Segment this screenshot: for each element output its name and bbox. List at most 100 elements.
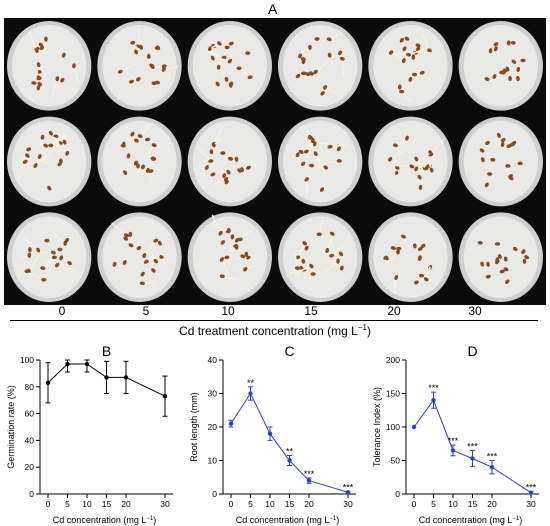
data-point (431, 398, 436, 403)
sprout (419, 151, 432, 163)
seed (65, 150, 70, 156)
y-tick-label: 10 (208, 456, 218, 466)
seed (522, 258, 527, 264)
seed (62, 139, 67, 145)
seed (301, 258, 306, 264)
sprout (425, 266, 431, 281)
sprout (328, 32, 343, 41)
concentration-label: 5 (142, 304, 150, 318)
sprout (211, 214, 222, 234)
sprout (137, 28, 142, 49)
sprout (28, 31, 38, 52)
sprout (341, 57, 345, 78)
significance-marker: *** (448, 436, 459, 446)
seed (48, 130, 54, 136)
seed (336, 146, 341, 152)
seed (394, 165, 400, 170)
x-tick-label: 15 (468, 499, 478, 509)
seed (72, 63, 76, 69)
concentration-label: 30 (468, 304, 482, 318)
seed (486, 261, 490, 267)
seed (234, 156, 239, 162)
sprout (51, 77, 59, 98)
petri-dish (7, 212, 92, 302)
seed (497, 132, 501, 138)
seed (57, 161, 62, 167)
seed (323, 84, 328, 90)
seed (411, 72, 418, 77)
seed (24, 269, 30, 274)
sprout (23, 237, 39, 251)
seed (493, 46, 498, 52)
filter-paper (12, 25, 87, 107)
significance-marker: ** (286, 446, 294, 456)
seed (63, 240, 68, 246)
panel-letter-d: D (467, 343, 477, 359)
seed (311, 137, 315, 144)
seed (505, 279, 510, 284)
y-axis-label: Tolerance Index (%) (372, 387, 382, 467)
seed (130, 131, 135, 137)
seed (303, 149, 309, 154)
seed (153, 238, 159, 243)
seed (484, 182, 489, 188)
seed (308, 163, 315, 168)
seed (502, 68, 508, 73)
sprout (146, 144, 155, 157)
seed (319, 187, 325, 192)
seed (153, 258, 159, 264)
seed (310, 272, 316, 276)
seed (520, 58, 526, 63)
data-point (306, 478, 312, 483)
seed (337, 50, 343, 56)
seed (33, 163, 38, 168)
y-tick-label: 20 (25, 462, 35, 472)
seed (405, 135, 409, 141)
seed (218, 230, 223, 236)
petri-dish (458, 116, 543, 207)
seed (210, 172, 216, 177)
seed (227, 58, 233, 64)
seed (40, 266, 46, 271)
seed (336, 159, 342, 163)
y-tick-label: 40 (25, 435, 35, 445)
y-tick-label: 50 (391, 456, 401, 466)
seed (207, 46, 213, 52)
seed (236, 66, 242, 71)
seed (128, 243, 134, 248)
seed (300, 161, 306, 167)
seed (145, 137, 151, 142)
seed (143, 259, 149, 264)
seed (39, 45, 45, 51)
seed (390, 246, 396, 250)
seed (208, 159, 214, 163)
seed (245, 51, 251, 55)
filter-paper (192, 216, 267, 298)
sprout (139, 123, 152, 137)
data-point (470, 456, 475, 461)
seed (314, 37, 320, 41)
seed (234, 244, 239, 250)
sprout (329, 143, 348, 148)
seed (139, 44, 143, 50)
seed (161, 64, 167, 69)
seed (136, 163, 140, 169)
filter-paper (463, 120, 538, 203)
petri-dish (458, 212, 543, 302)
seed (139, 281, 145, 286)
seed (161, 67, 166, 72)
series-line (47, 363, 166, 397)
seed (209, 149, 214, 155)
seed (301, 59, 306, 65)
seed (409, 164, 415, 169)
x-tick-label: 0 (412, 499, 417, 509)
sprout (28, 254, 40, 272)
y-tick-label: 0 (395, 489, 400, 499)
seed (219, 257, 224, 262)
seed (488, 48, 493, 54)
seed (226, 169, 231, 175)
seed (305, 72, 311, 77)
seed (159, 255, 164, 260)
sprout (393, 276, 397, 295)
petri-dish (278, 21, 363, 111)
